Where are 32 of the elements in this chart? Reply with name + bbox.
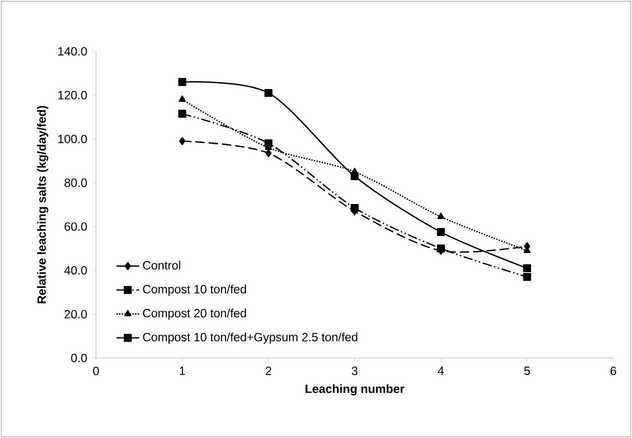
- point: [436, 228, 445, 236]
- legend-label: Compost 10 ton/fed+Gypsum 2.5 ton/fed: [143, 332, 358, 344]
- x-tick-label: 6: [610, 366, 616, 376]
- y-tick-label: 120.0: [58, 90, 87, 100]
- y-tick-label: 80.0: [64, 178, 87, 187]
- point: [178, 78, 186, 86]
- y-tick-label: 20.0: [64, 310, 87, 318]
- y-tick-label: 60.0: [64, 222, 87, 231]
- point: [178, 110, 186, 118]
- legend-label: Compost 10 ton/fed: [143, 284, 246, 296]
- point: [523, 264, 532, 272]
- x-tick-label: 0: [93, 366, 99, 376]
- y-axis-title: Relative leaching salts (kg/day/fed): [37, 106, 48, 304]
- legend-label: Compost 20 ton/fed: [143, 308, 246, 320]
- x-tick-label: 3: [352, 366, 358, 376]
- y-tick-label: 0.0: [71, 354, 87, 362]
- point: [264, 139, 272, 148]
- point: [265, 149, 272, 158]
- point: [179, 137, 186, 146]
- point: [264, 88, 272, 97]
- y-tick-label: 40.0: [64, 266, 87, 275]
- y-tick-label: 100.0: [58, 134, 87, 144]
- point: [523, 272, 532, 281]
- x-tick-label: 5: [524, 366, 530, 376]
- x-tick-label: 1: [180, 366, 185, 375]
- y-tick-label: 140.0: [58, 47, 87, 56]
- legend-label: Control: [143, 260, 180, 270]
- x-tick-label: 2: [266, 366, 272, 376]
- point: [437, 212, 444, 220]
- x-tick-label: 4: [438, 366, 444, 375]
- x-axis-title: Leaching number: [306, 384, 404, 396]
- point: [178, 96, 186, 102]
